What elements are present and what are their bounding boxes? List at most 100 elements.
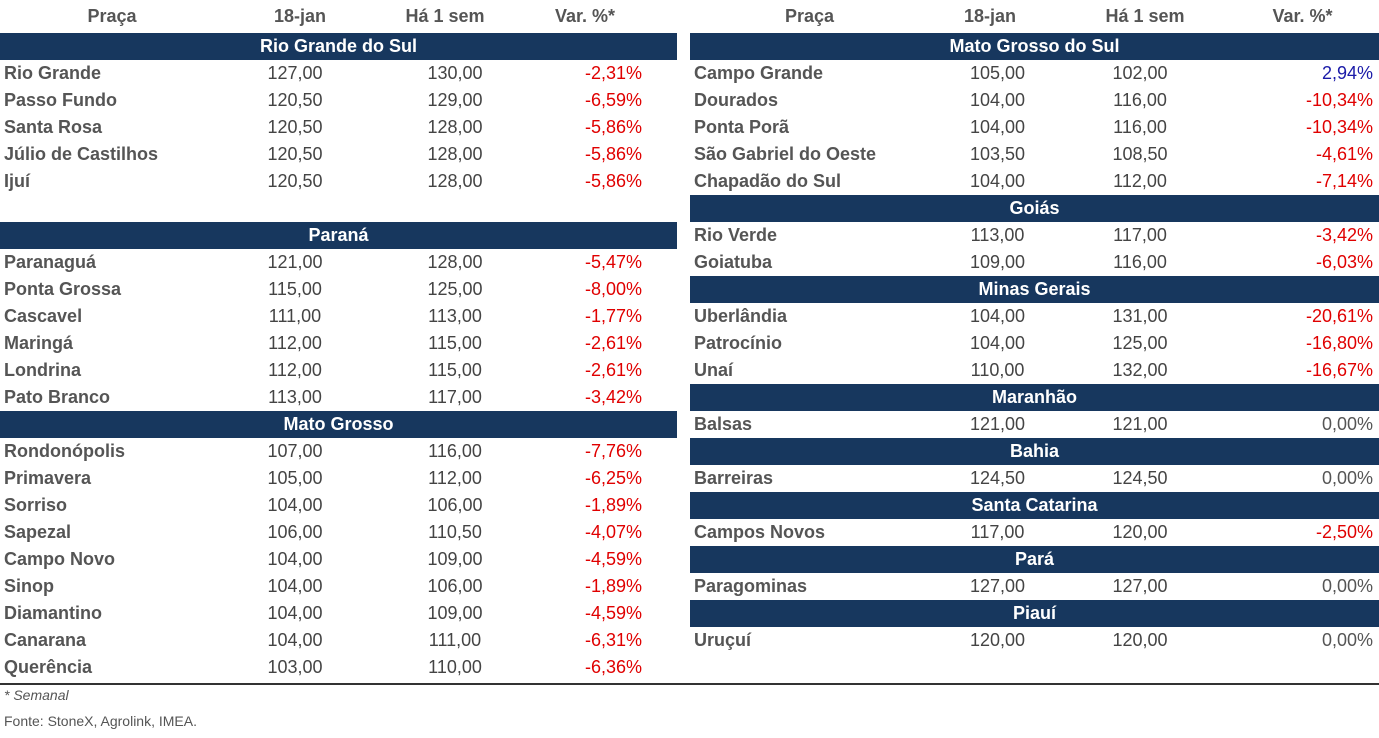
table-row: Pato Branco 113,00 117,00 -3,42% [0, 384, 677, 411]
table-row: Rio Grande 127,00 130,00 -2,31% [0, 60, 677, 87]
price-date-cell: 115,00 [268, 279, 322, 299]
place-cell: Ponta Grossa [4, 279, 122, 299]
price-week-cell: 112,00 [1113, 171, 1167, 191]
price-week-cell: 106,00 [427, 495, 483, 515]
section-header: Rio Grande do Sul [0, 33, 677, 60]
price-date-cell: 105,00 [267, 468, 323, 488]
place-cell: Campos Novos [694, 522, 826, 542]
place-cell: Rio Verde [694, 225, 778, 245]
place-cell: Pato Branco [4, 387, 111, 407]
place-cell: Londrina [4, 360, 81, 380]
table-row: Sapezal 106,00 110,50 -4,07% [0, 519, 677, 546]
price-date-cell: 104,00 [267, 603, 323, 623]
price-date-cell: 110,00 [970, 360, 1025, 380]
price-week-cell: 128,00 [427, 117, 483, 137]
variation-cell: -2,61% [584, 333, 642, 353]
footnote: * Semanal [4, 687, 69, 703]
price-date-cell: 104,00 [969, 333, 1026, 353]
variation-cell: -6,25% [584, 468, 642, 488]
source-note: Fonte: StoneX, Agrolink, IMEA. [4, 713, 197, 729]
price-week-cell: 110,00 [428, 657, 482, 677]
variation-cell: -4,59% [584, 549, 642, 569]
price-date-cell: 113,00 [268, 387, 322, 407]
header-var: Var. %* [1272, 6, 1333, 26]
section-header: Piauí [690, 600, 1379, 627]
price-date-cell: 107,00 [267, 441, 323, 461]
table-row: Londrina 112,00 115,00 -2,61% [0, 357, 677, 384]
price-week-cell: 111,00 [428, 630, 482, 650]
table-row: Sorriso 104,00 106,00 -1,89% [0, 492, 677, 519]
price-date-cell: 106,00 [267, 522, 323, 542]
price-week-cell: 131,00 [1112, 306, 1168, 326]
table-row: Maringá 112,00 115,00 -2,61% [0, 330, 677, 357]
price-date-cell: 109,00 [969, 252, 1026, 272]
spacer [0, 195, 677, 222]
variation-cell: -2,31% [584, 63, 642, 83]
price-week-cell: 127,00 [1112, 576, 1168, 596]
price-date-cell: 104,00 [267, 576, 323, 596]
price-date-cell: 105,00 [969, 63, 1026, 83]
header-week: Há 1 sem [1105, 6, 1185, 26]
table-row: Rondonópolis 107,00 116,00 -7,76% [0, 438, 677, 465]
variation-cell: -4,59% [584, 603, 642, 623]
variation-cell: -8,00% [584, 279, 642, 299]
table-row: Canarana 104,00 111,00 -6,31% [0, 627, 677, 654]
table-row: Campos Novos 117,00 120,00 -2,50% [690, 519, 1379, 546]
place-cell: Cascavel [4, 306, 83, 326]
table-row: Chapadão do Sul 104,00 112,00 -7,14% [690, 168, 1379, 195]
price-week-cell: 110,50 [428, 522, 482, 542]
price-date-cell: 104,00 [267, 495, 323, 515]
variation-cell: -6,31% [584, 630, 642, 650]
section-header: Santa Catarina [690, 492, 1379, 519]
price-date-cell: 111,00 [268, 306, 322, 326]
variation-cell: -5,86% [584, 171, 642, 191]
price-week-cell: 117,00 [428, 387, 482, 407]
variation-cell: -20,61% [1305, 306, 1373, 326]
table-row: Diamantino 104,00 109,00 -4,59% [0, 600, 677, 627]
place-cell: Ijuí [4, 171, 30, 191]
header-place: Praça [784, 6, 835, 26]
variation-cell: -1,89% [584, 495, 642, 515]
price-date-cell: 103,50 [969, 144, 1026, 164]
variation-cell: -16,67% [1305, 360, 1373, 380]
place-cell: Passo Fundo [4, 90, 118, 110]
variation-cell: 0,00% [1321, 630, 1373, 650]
place-cell: Balsas [694, 414, 753, 434]
section-header: Maranhão [690, 384, 1379, 411]
price-date-cell: 104,00 [969, 117, 1026, 137]
section-header: Minas Gerais [690, 276, 1379, 303]
variation-cell: -6,36% [584, 657, 642, 677]
table-row: São Gabriel do Oeste 103,50 108,50 -4,61% [690, 141, 1379, 168]
variation-cell: -1,77% [584, 306, 642, 326]
place-cell: Sapezal [4, 522, 72, 542]
place-cell: Uruçuí [694, 630, 752, 650]
table-header: Praça 18-jan Há 1 sem Var. %* [690, 0, 1379, 33]
table-row: Campo Novo 104,00 109,00 -4,59% [0, 546, 677, 573]
section-header: Bahia [690, 438, 1379, 465]
place-cell: Júlio de Castilhos [4, 144, 159, 164]
table-body: Mato Grosso do Sul Campo Grande 105,00 102,… [690, 33, 1379, 654]
price-week-cell: 125,00 [427, 279, 483, 299]
variation-cell: -6,59% [584, 90, 642, 110]
table-row: Ijuí 120,50 128,00 -5,86% [0, 168, 677, 195]
price-date-cell: 113,00 [970, 225, 1025, 245]
place-cell: São Gabriel do Oeste [694, 144, 877, 164]
price-week-cell: 116,00 [1113, 117, 1167, 137]
price-week-cell: 125,00 [1112, 333, 1168, 353]
price-week-cell: 121,00 [1112, 414, 1168, 434]
price-date-cell: 104,00 [969, 90, 1026, 110]
price-week-cell: 112,00 [428, 468, 482, 488]
place-cell: Barreiras [694, 468, 774, 488]
price-date-cell: 124,50 [969, 468, 1026, 488]
variation-cell: 0,00% [1321, 576, 1373, 596]
place-cell: Patrocínio [694, 333, 783, 353]
table-header: Praça 18-jan Há 1 sem Var. %* [0, 0, 677, 33]
table-row: Cascavel 111,00 113,00 -1,77% [0, 303, 677, 330]
price-date-cell: 120,50 [267, 117, 323, 137]
table-row: Júlio de Castilhos 120,50 128,00 -5,86% [0, 141, 677, 168]
variation-cell: -1,89% [584, 576, 642, 596]
variation-cell: -6,03% [1315, 252, 1373, 272]
place-cell: Goiatuba [694, 252, 773, 272]
price-date-cell: 120,50 [267, 90, 323, 110]
price-date-cell: 104,00 [267, 630, 323, 650]
